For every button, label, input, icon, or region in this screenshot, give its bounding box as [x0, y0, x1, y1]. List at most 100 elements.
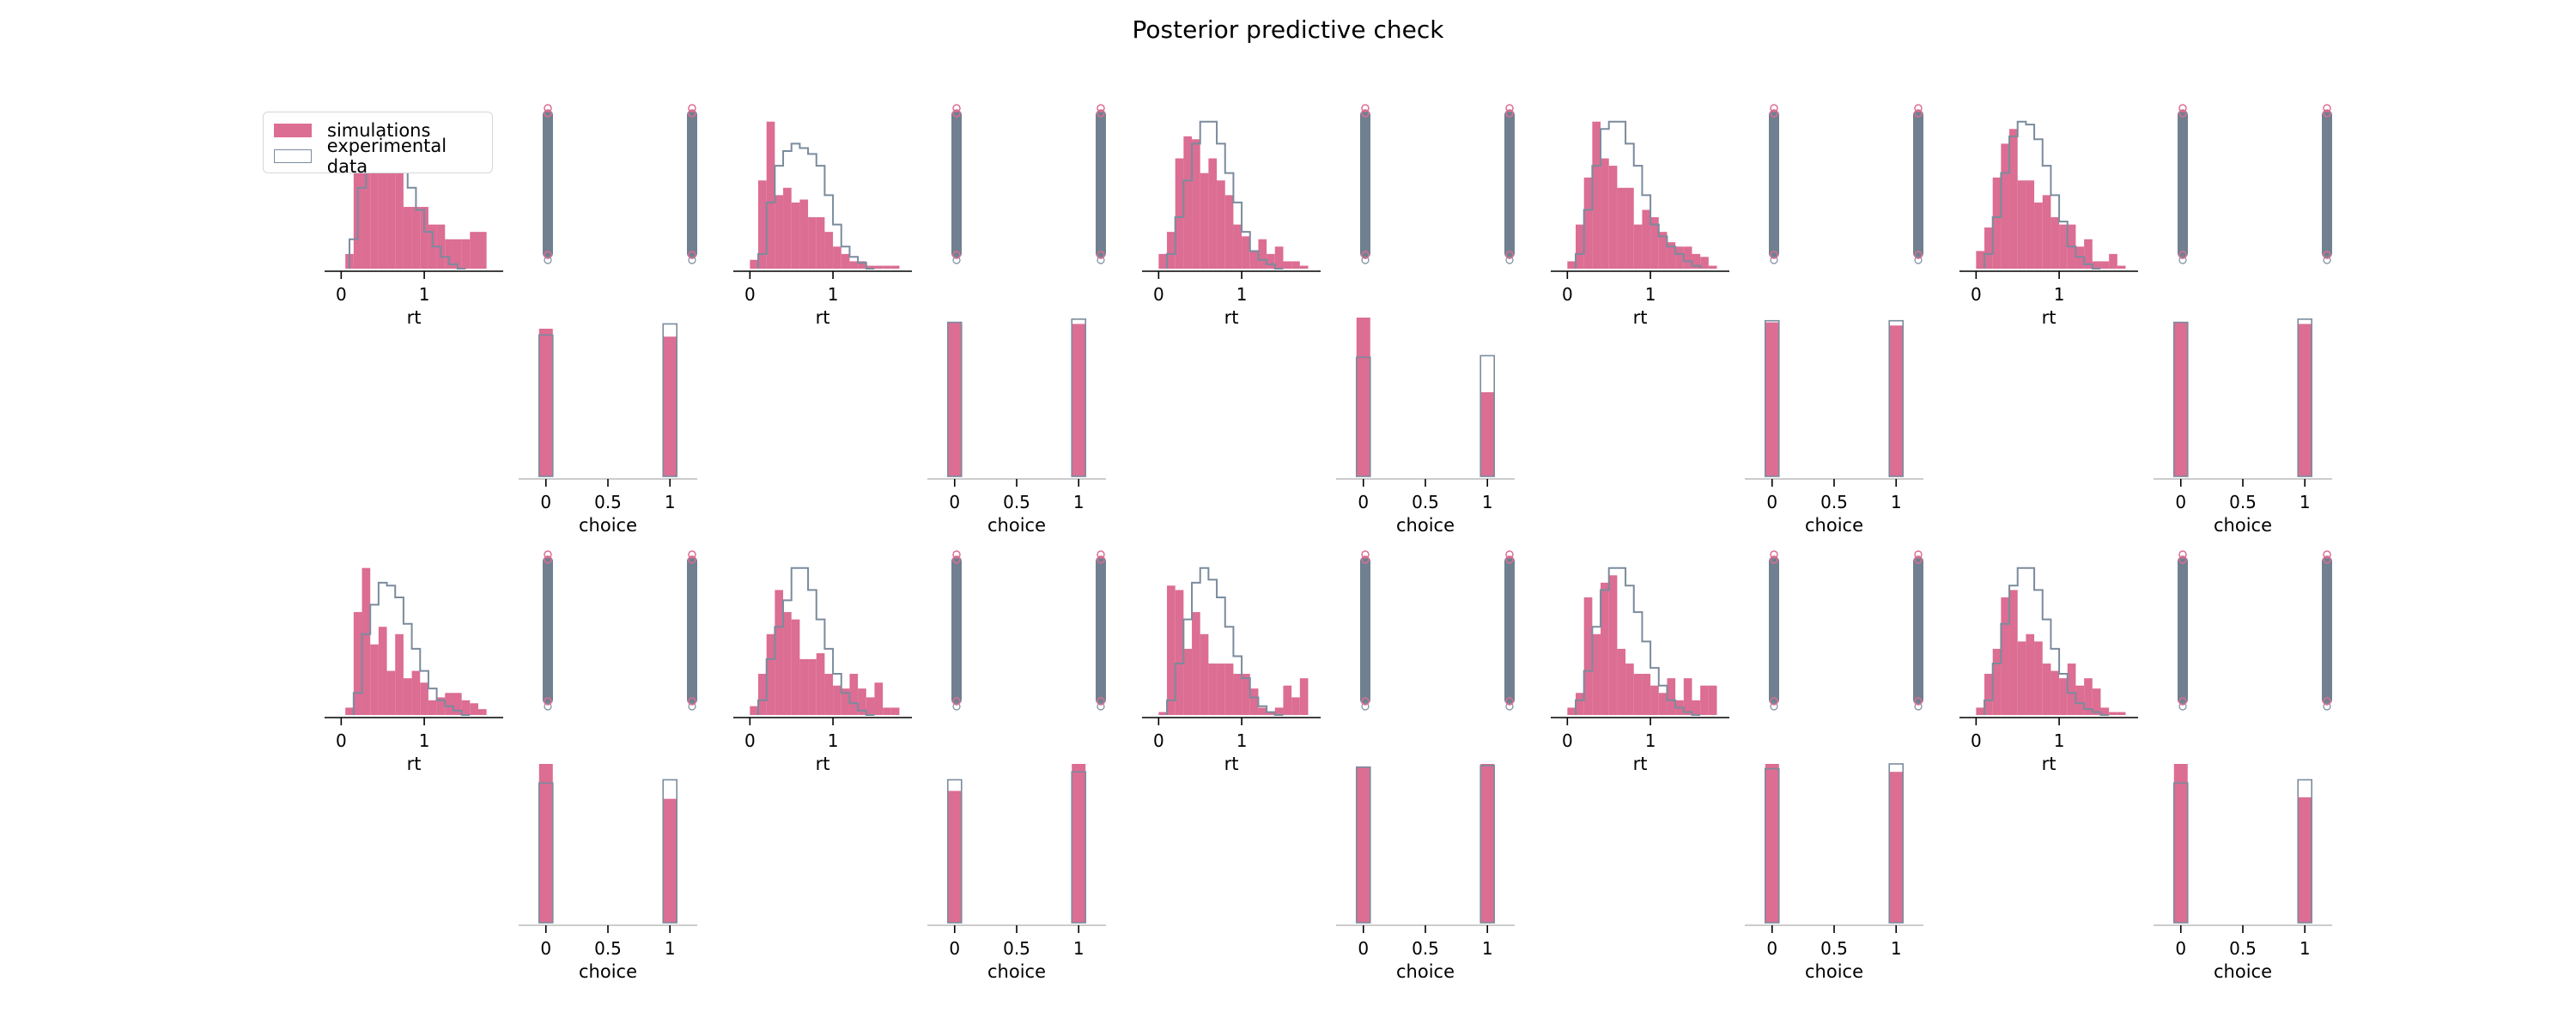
scatter-point: [2178, 697, 2187, 706]
exp-bar-outline: [1764, 319, 1780, 477]
scatter-point: [1361, 550, 1370, 559]
sim-bar: [1692, 253, 1701, 269]
x-tick-label: 0: [744, 284, 756, 305]
scatter-point: [2178, 104, 2187, 112]
scatter-point: [688, 697, 696, 706]
scatter-point: [688, 109, 696, 118]
sim-bar: [378, 143, 387, 269]
sim-bar: [1242, 236, 1250, 269]
sim-bar: [403, 207, 412, 269]
sim-bar: [370, 644, 379, 715]
sim-bar: [858, 261, 866, 269]
sim-bar: [1567, 261, 1577, 269]
scatter-point: [1770, 555, 1778, 564]
sim-bar: [1258, 707, 1267, 715]
sim-bar: [1224, 663, 1234, 715]
panel-row4-choice-4: 0 0.5 1 choice: [1745, 763, 1923, 982]
x-tick-label: 0.5: [2229, 938, 2257, 959]
sim-bar: [1175, 158, 1184, 269]
x-axis-label: choice: [1396, 961, 1455, 982]
exp-bar-outline: [1479, 765, 1496, 924]
panel-row3-rt-5: 0 1 rt: [1959, 566, 2138, 774]
sim-bar: [2092, 688, 2101, 715]
exp-bar-outline: [1479, 354, 1496, 477]
exp-step-outline: [1984, 120, 2101, 270]
panel-row3-scatter-2: [951, 550, 1106, 711]
scatter-point: [1097, 702, 1105, 711]
sim-bar: [2109, 712, 2117, 715]
scatter-point: [952, 697, 961, 706]
sim-bar: [1984, 674, 1993, 715]
scatter-point: [1505, 555, 1514, 564]
sim-bar: [1183, 136, 1193, 269]
legend-item-simulations: simulations: [274, 119, 430, 142]
scatter-point: [1097, 251, 1105, 259]
sim-bar: [1267, 712, 1275, 715]
sim-bar: [470, 703, 478, 715]
scatter-point: [2323, 251, 2331, 259]
sim-bar: [1291, 261, 1300, 269]
sim-bar: [1675, 246, 1684, 269]
scatter-point: [2323, 109, 2331, 118]
sim-bar: [1192, 139, 1200, 269]
scatter-point: [688, 104, 696, 112]
sim-bar: [477, 709, 487, 715]
x-tick-label: 1: [1073, 492, 1084, 512]
sim-bar: [1299, 265, 1309, 269]
scatter-point: [1770, 702, 1778, 711]
sim-bar: [866, 265, 875, 269]
x-axis-label: choice: [1805, 515, 1863, 536]
exp-bar-outline: [2297, 779, 2313, 924]
sim-bar: [2001, 597, 2010, 715]
x-axis-label: choice: [987, 515, 1046, 536]
exp-bar-outline: [1071, 771, 1087, 924]
x-tick-label: 0: [336, 730, 347, 751]
scatter-point: [2323, 104, 2331, 112]
panel-row3-rt-3: 0 1 rt: [1142, 566, 1321, 774]
exp-bar-outline: [1888, 763, 1905, 924]
sim-bar: [1158, 253, 1168, 269]
x-tick-label: 0: [2175, 938, 2186, 959]
sim-bar: [395, 173, 404, 269]
sim-bar: [1224, 195, 1234, 269]
sim-bar: [1625, 187, 1634, 269]
panel-row1-rt-2: 0 1rt: [733, 121, 912, 328]
sim-bar: [1617, 648, 1626, 715]
sim-bar: [775, 195, 784, 269]
panel-row1-scatter-4: [1769, 104, 1923, 264]
sim-bar: [2298, 797, 2312, 923]
sim-bar: [2042, 195, 2051, 269]
sim-bar: [2100, 707, 2110, 715]
scatter-point: [2323, 697, 2331, 706]
sim-bar: [2100, 261, 2110, 269]
sim-bar: [453, 693, 462, 715]
sim-bar: [2050, 670, 2060, 715]
scatter-point: [1505, 702, 1514, 711]
sim-bar: [1175, 590, 1184, 715]
sim-bar: [2009, 129, 2018, 269]
sim-bar: [538, 764, 553, 923]
sim-bar: [808, 217, 817, 269]
scatter-point: [688, 702, 696, 711]
scatter-point: [1097, 256, 1105, 264]
sim-bar: [2084, 678, 2093, 715]
x-tick-label: 0.5: [594, 938, 622, 959]
sim-bar: [1976, 251, 1985, 269]
panel-row4-choice-1: 0 0.5 1 choice: [519, 764, 697, 982]
exp-step-outline: [1575, 120, 1702, 269]
sim-bar: [411, 670, 421, 715]
sim-bar: [947, 322, 962, 476]
panel-row2-choice-5: 0 0.5 1 choice: [2154, 318, 2332, 536]
sim-bar: [1608, 166, 1618, 269]
sim-bar: [1283, 685, 1292, 715]
x-axis-label: rt: [407, 754, 422, 774]
sim-bar: [1299, 678, 1309, 715]
legend: simulations experimental data: [263, 112, 493, 177]
sim-bar: [2059, 678, 2068, 715]
sim-bar: [1274, 246, 1284, 269]
x-tick-label: 0: [1562, 730, 1573, 751]
scatter-point: [1361, 251, 1370, 259]
exp-bar-outline: [1071, 318, 1087, 477]
x-tick-label: 1: [2054, 284, 2065, 305]
sim-bar: [2173, 764, 2188, 923]
